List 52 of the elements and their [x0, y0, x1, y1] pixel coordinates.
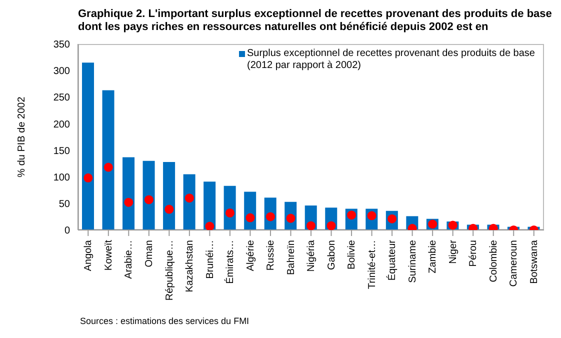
x-tick-label: Suriname — [407, 240, 418, 283]
x-tick-label: Bolivie — [346, 240, 358, 270]
y-tick-label: 300 — [53, 66, 70, 78]
y-tick-label: 50 — [58, 198, 70, 210]
bar — [122, 157, 135, 230]
bar — [82, 62, 94, 230]
chart-title: Graphique 2. L'important surplus exceptionnel de recettes provenant des produits de base dont les pays riches en ressources naturelles ont bénéficié depuis 2002 est en — [78, 8, 553, 35]
x-tick-label: Botswana — [528, 240, 540, 284]
bar — [163, 162, 176, 230]
bar — [102, 90, 114, 230]
bar — [183, 174, 196, 230]
point — [144, 195, 154, 204]
x-tick-label: Bahreïn — [286, 240, 297, 276]
x-tick-label: Zambie — [428, 240, 439, 274]
x-tick-label: Angola — [83, 240, 94, 272]
point — [124, 198, 134, 207]
y-tick-label: 0 — [64, 226, 70, 237]
point — [225, 208, 234, 218]
x-tick-label: Oman — [144, 240, 156, 268]
point — [306, 221, 316, 230]
x-tick-label: Kazakhstan — [184, 240, 196, 292]
bar — [142, 160, 155, 230]
legend-label: Surplus exceptionnel de recettes provenant des produits de base (2012 par rapport à 2002) — [247, 48, 536, 72]
x-tick-label: Trinité-et… — [366, 240, 378, 290]
point — [205, 222, 214, 230]
y-tick-label: 100 — [53, 172, 70, 184]
x-tick-label: Pérou — [468, 240, 480, 267]
x-tick-label: Arabie… — [124, 240, 135, 279]
x-tick-label: Brunéi… — [204, 240, 216, 279]
x-tick-label: Cameroun — [508, 240, 520, 287]
x-tick-label: Émirats… — [224, 240, 236, 284]
y-tick-label: 350 — [53, 40, 70, 51]
x-tick-label: Nigéria — [306, 240, 318, 272]
point — [164, 204, 174, 214]
x-tick-label: Colombie — [488, 240, 500, 282]
x-tick-label: Algérie — [245, 240, 256, 272]
point — [184, 194, 194, 203]
point — [104, 162, 113, 172]
x-tick-label: République… — [164, 240, 176, 301]
y-tick-label: 250 — [53, 92, 70, 104]
y-tick-label: 150 — [53, 146, 70, 157]
x-tick-label: Équateur — [386, 239, 398, 281]
point — [326, 221, 336, 230]
point — [246, 213, 255, 222]
x-tick-label: Russie — [266, 240, 277, 271]
y-tick-label: 200 — [53, 119, 70, 130]
x-tick-label: Gabon — [326, 240, 338, 270]
x-tick-label: Koweït — [103, 240, 114, 271]
source-note: Sources : estimations des services du FMI — [80, 316, 250, 326]
x-tick-label: Niger — [448, 239, 459, 264]
point — [84, 173, 93, 182]
y-axis-title: % du PIB de 2002 — [16, 96, 28, 178]
